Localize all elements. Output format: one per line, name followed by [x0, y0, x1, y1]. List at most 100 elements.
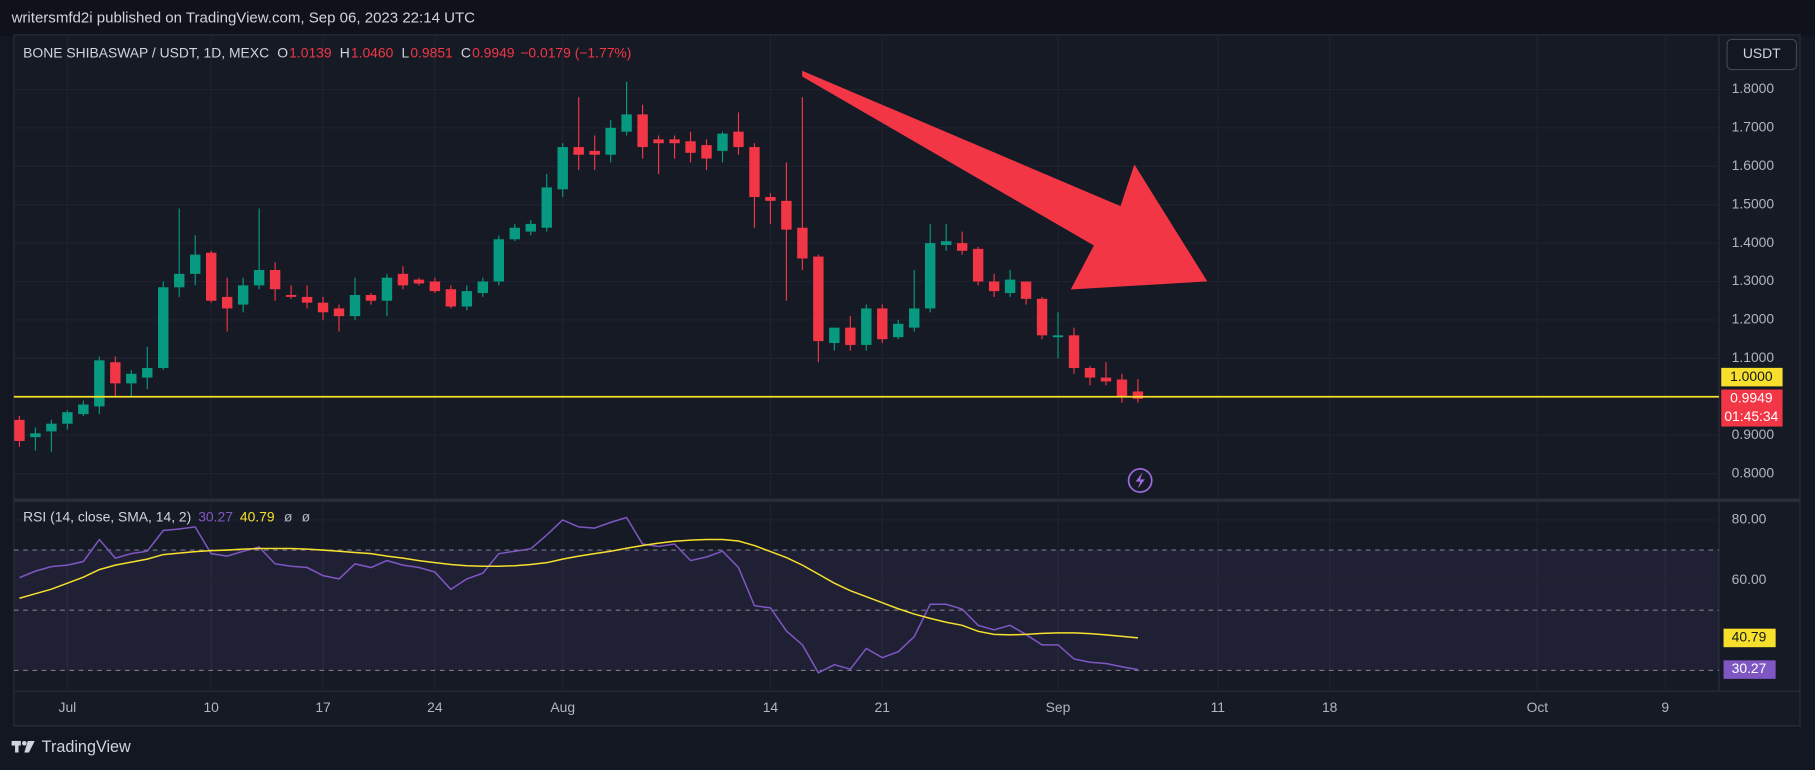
candle-body	[956, 243, 968, 251]
rsi-legend: RSI (14, close, SMA, 14, 2) 30.27 40.79 ø ø	[23, 508, 310, 524]
legend-text: O	[277, 44, 288, 60]
candle-body	[829, 327, 840, 344]
candle-body	[381, 277, 393, 301]
x-tick-label: 17	[315, 699, 331, 715]
value-label: 40.79	[1732, 629, 1767, 645]
top-bar	[0, 0, 1815, 37]
candle-body	[397, 273, 409, 286]
candle-body	[477, 281, 489, 294]
candle-body	[972, 248, 984, 282]
candle-body	[1036, 298, 1048, 336]
legend-text: RSI (14, close, SMA, 14, 2)	[23, 508, 191, 524]
level-label-box	[1721, 367, 1783, 387]
legend-text: C	[461, 44, 471, 60]
candles	[14, 81, 1144, 452]
candle-body	[365, 294, 377, 301]
candle-body	[637, 114, 648, 148]
candle-body	[845, 327, 856, 345]
legend-text: 1.0460	[351, 44, 394, 60]
footer-brand: TradingView	[42, 738, 131, 756]
y-tick-label: 0.9000	[1732, 426, 1775, 442]
candle-body	[1020, 281, 1032, 299]
x-tick-label: 14	[763, 699, 779, 715]
level-label: 1.0000	[1730, 368, 1773, 384]
x-tick-label: 18	[1322, 699, 1338, 715]
candle-body	[110, 362, 121, 384]
candle-body	[893, 323, 904, 338]
x-tick-label: Aug	[550, 699, 575, 715]
candle-body	[1132, 391, 1144, 399]
currency[interactable]: USDT	[1743, 45, 1781, 61]
value-label-box	[1723, 660, 1776, 679]
currency-button[interactable]	[1726, 38, 1798, 71]
legend-text: 40.79	[240, 508, 275, 524]
x-tick-label: 24	[427, 699, 443, 715]
candle-body	[589, 150, 600, 155]
candle-body	[349, 294, 361, 317]
footer-logo	[11, 740, 35, 753]
candle-body	[493, 239, 505, 282]
plot: 0.8000 0.9000 1.1000 1.2000 1.3000 1.4000 1.50…	[13, 34, 1783, 715]
y-tick-label: 1.5000	[1732, 195, 1775, 211]
candle-body	[525, 223, 536, 232]
candle-body	[1004, 279, 1016, 294]
y-tick-label: 80.00	[1732, 511, 1767, 527]
candle-body	[221, 296, 233, 309]
candle-body	[573, 147, 584, 155]
y-tick-label: 1.7000	[1732, 119, 1775, 135]
legend-text: H	[340, 44, 350, 60]
candle-body	[253, 270, 265, 286]
legend-text: ø	[284, 508, 293, 524]
candle-body	[877, 308, 888, 340]
x-tick-label: 9	[1661, 699, 1669, 715]
x-tick-label: Sep	[1046, 699, 1071, 715]
x-tick-label: Jul	[59, 699, 77, 715]
candle-body	[861, 308, 872, 345]
candle-body	[269, 270, 281, 290]
candle-body	[653, 139, 664, 144]
y-tick-label: 1.6000	[1732, 157, 1775, 173]
y-tick-label: 1.3000	[1732, 272, 1775, 288]
candle-body	[557, 147, 568, 190]
y-tick-label: 1.4000	[1732, 234, 1775, 250]
candle-body	[237, 285, 249, 305]
candle-body	[413, 279, 425, 284]
candle-body	[30, 433, 41, 438]
legend-text: 0.9949	[472, 44, 515, 60]
legend-text: ø	[302, 508, 311, 524]
x-tick-label: 21	[875, 699, 891, 715]
candle-body	[1068, 335, 1080, 368]
candle-body	[605, 127, 616, 155]
candle-body	[1100, 377, 1112, 382]
candle-body	[749, 147, 760, 197]
candle-body	[429, 281, 441, 292]
y-tick-label: 60.00	[1732, 571, 1767, 587]
candle-body	[988, 281, 1000, 292]
candle-body	[685, 141, 696, 153]
annotation-arrow	[802, 70, 1208, 290]
candle-body	[62, 412, 73, 424]
candle-body	[205, 252, 217, 301]
rsi-line	[19, 538, 1139, 639]
candle-body	[940, 241, 952, 246]
last-price-label: 0.9949	[1730, 389, 1773, 405]
candle-body	[541, 187, 552, 228]
candle-body	[1084, 367, 1096, 378]
candle-body	[1116, 379, 1128, 397]
candle-body	[126, 373, 137, 384]
x-tick-label: 11	[1211, 699, 1226, 715]
candle-body	[142, 367, 153, 378]
candle-body	[509, 227, 520, 240]
candle-body	[461, 291, 473, 307]
alert-icon	[1127, 468, 1153, 493]
candle-body	[813, 256, 824, 342]
candle-body	[669, 139, 680, 144]
y-tick-label: 1.1000	[1732, 349, 1775, 365]
legend-text: 30.27	[198, 508, 233, 524]
legend-text: 0.9851	[410, 44, 453, 60]
value-label: 30.27	[1732, 660, 1767, 676]
candle-body	[701, 145, 712, 159]
candle-body	[78, 404, 89, 415]
legend-text: BONE SHIBASWAP / USDT, 1D, MEXC	[23, 44, 269, 60]
